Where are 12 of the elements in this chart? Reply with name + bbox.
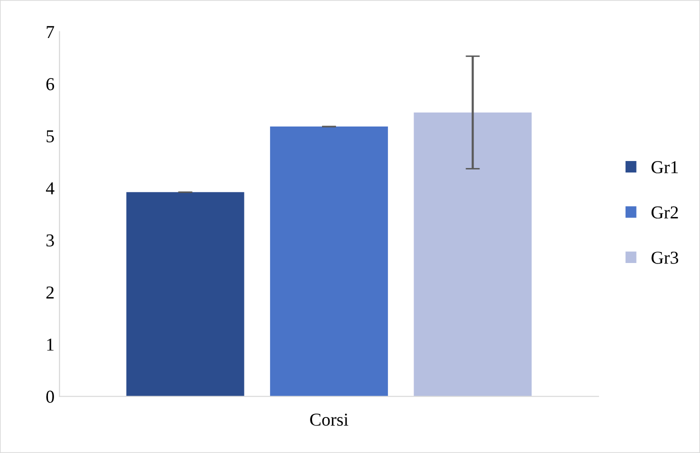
legend-label: Gr3 [652,252,678,264]
y-tick-label: 0 [46,390,54,403]
y-tick-label: 5 [46,130,54,142]
legend-label: Gr2 [652,206,678,219]
y-tick-label: 3 [46,234,54,247]
y-tick-label: 1 [47,338,54,351]
x-tick-label: Corsi [310,414,348,426]
y-tick-label: 6 [46,78,54,90]
y-tick-label: 7 [46,26,54,38]
y-tick-label: 2 [46,286,54,298]
legend-label: Gr1 [652,161,678,174]
y-tick-label: 4 [46,182,54,194]
